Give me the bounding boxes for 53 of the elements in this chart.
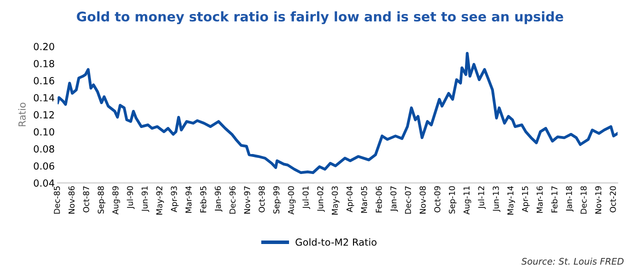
- x-tick-label: Aug-89: [112, 186, 120, 215]
- x-tick-label: Oct-98: [258, 186, 265, 212]
- y-tick-label: 0.20: [34, 42, 54, 50]
- x-tick-label: Dec-85: [54, 186, 60, 214]
- x-tick-label: Apr-15: [522, 186, 530, 212]
- x-tick-label: Nov-86: [68, 186, 75, 214]
- x-tick-label: Jun-91: [142, 186, 150, 212]
- x-tick-label: Sep-10: [448, 186, 457, 214]
- x-tick-label: Dec-18: [580, 186, 587, 214]
- x-tick-label: Jan-18: [566, 186, 574, 212]
- x-tick-label: Feb-17: [551, 186, 558, 212]
- y-tick-label: 0.18: [34, 60, 54, 68]
- x-tick-label: Jan-07: [390, 186, 398, 212]
- y-axis-title: Ratio: [18, 102, 26, 126]
- x-tick-label: Nov-97: [244, 186, 250, 214]
- x-tick-label: Aug-00: [288, 186, 296, 215]
- x-tick-label: Jan-96: [214, 186, 222, 212]
- y-tick-label: 0.16: [34, 77, 54, 84]
- x-tick-label: May-92: [156, 186, 164, 215]
- x-tick-label: May-14: [507, 186, 516, 215]
- x-tick-label: Mar-05: [361, 186, 368, 213]
- chart-title: Gold to money stock ratio is fairly low and is set to see an upside: [76, 11, 564, 24]
- x-tick-label: Jul-90: [126, 186, 135, 209]
- x-tick-label: Dec-96: [229, 186, 236, 214]
- y-tick-label: 0.14: [34, 94, 54, 102]
- x-tick-label: Nov-19: [595, 186, 602, 214]
- x-tick-label: Jun-13: [492, 186, 500, 212]
- y-tick-label: 0.04: [34, 179, 54, 187]
- y-tick-label: 0.08: [34, 145, 54, 153]
- x-tick-label: Oct-20: [610, 186, 616, 212]
- x-tick-label: Sep-88: [98, 186, 106, 214]
- x-tick-label: Nov-08: [420, 186, 426, 214]
- x-tick-label: May-03: [332, 186, 340, 215]
- y-tick-label: 0.06: [34, 162, 54, 170]
- x-tick-label: Feb-06: [376, 186, 382, 212]
- x-tick-label: Apr-04: [346, 186, 354, 212]
- x-tick-label: Jun-02: [317, 186, 325, 212]
- x-tick-label: Jul-12: [478, 186, 486, 209]
- x-tick-label: Sep-99: [273, 186, 281, 214]
- y-tick-label: 0.12: [34, 111, 54, 118]
- x-tick-label: Feb-95: [200, 186, 206, 212]
- x-tick-label: Apr-93: [170, 186, 179, 212]
- source-note: Source: St. Louis FRED: [521, 258, 624, 265]
- x-tick-label: Mar-16: [536, 186, 543, 213]
- y-tick-label: 0.10: [34, 128, 54, 136]
- x-tick-label: Jul-01: [302, 186, 310, 209]
- line-series: [58, 52, 618, 174]
- x-tick-label: Dec-07: [404, 186, 412, 214]
- x-tick-label: Oct-09: [434, 186, 440, 212]
- x-tick-label: Aug-11: [464, 186, 472, 215]
- x-tick-label: Oct-87: [83, 186, 90, 212]
- x-tick-label: Mar-94: [185, 186, 192, 213]
- legend-label: Gold-to-M2 Ratio: [296, 238, 376, 246]
